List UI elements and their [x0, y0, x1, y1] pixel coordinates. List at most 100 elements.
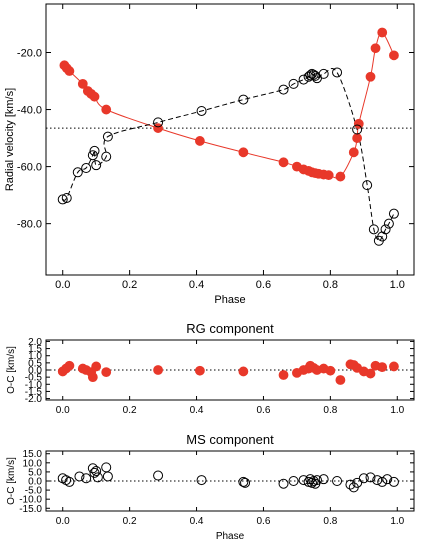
x-tick-label: 0.4 [190, 516, 204, 527]
y-tick-label: 2.0 [28, 337, 42, 348]
x-tick-label: 0.6 [257, 516, 271, 527]
data-point-rg [238, 366, 249, 377]
data-point-rg [353, 118, 364, 129]
x-tick-label: 0.4 [189, 279, 204, 291]
data-point-ms [101, 462, 112, 473]
data-point-ms [91, 466, 102, 476]
x-tick-label: 0.2 [123, 516, 137, 527]
data-point-rg [278, 157, 289, 168]
y-tick-label: -40.0 [17, 104, 42, 116]
data-point-ms [89, 145, 100, 156]
y-tick-label: 0.0 [28, 477, 42, 488]
y-tick-label: -0.5 [25, 373, 43, 384]
data-point-ms [298, 74, 309, 85]
x-tick-label: 0.6 [256, 279, 271, 291]
y-tick-label: 0.0 [28, 366, 42, 377]
x-tick-label: 1.0 [390, 405, 404, 416]
data-point-ms [196, 105, 207, 116]
y-tick-label: -20.0 [17, 47, 42, 59]
data-point-ms [81, 163, 92, 174]
data-point-ms [72, 167, 83, 178]
x-tick-label: 0.2 [123, 405, 137, 416]
y-tick-label: -60.0 [17, 161, 42, 173]
x-axis-label: Phase [216, 531, 245, 542]
data-point-rg [325, 365, 336, 376]
y-tick-label: -2.0 [25, 394, 43, 405]
y-tick-label: 10.0 [23, 458, 43, 469]
y-tick-label: 0.5 [28, 358, 42, 369]
data-point-ms [74, 471, 85, 482]
data-point-ms [81, 473, 92, 484]
data-point-ms [382, 474, 393, 485]
data-point-ms [388, 208, 399, 219]
x-tick-label: 0.0 [56, 405, 70, 416]
data-point-ms [365, 472, 376, 483]
data-point-rg [153, 123, 163, 133]
panel-title: MS component [186, 432, 274, 447]
data-point-ms [318, 474, 329, 485]
data-point-ms [368, 224, 379, 235]
data-point-rg [370, 43, 381, 54]
x-tick-label: 1.0 [390, 516, 404, 527]
data-point-ms [332, 476, 343, 486]
data-point-ms [362, 180, 373, 191]
data-point-ms [305, 70, 316, 81]
x-tick-label: 0.8 [323, 405, 337, 416]
data-point-ms [377, 476, 388, 487]
data-point-rg [365, 368, 376, 379]
data-point-rg [64, 360, 75, 371]
data-point-ms [288, 78, 299, 89]
y-tick-label: 15.0 [23, 449, 43, 460]
y-axis-label: Radial velocity [km/s] [4, 88, 16, 191]
x-axis-label: Phase [214, 294, 245, 306]
data-point-rg [194, 136, 205, 146]
data-point-ms [308, 69, 319, 80]
model-curve-series-1 [62, 68, 395, 242]
data-point-ms [352, 477, 363, 488]
data-point-rg [238, 147, 249, 158]
y-tick-label: -10.0 [19, 495, 42, 506]
data-point-ms [61, 192, 72, 203]
data-point-ms [238, 476, 249, 487]
data-point-rg [365, 71, 376, 82]
data-point-rg [101, 104, 112, 115]
data-point-ms [57, 194, 68, 205]
x-tick-label: 0.2 [122, 279, 137, 291]
y-axis-label: O-C [km/s] [6, 346, 17, 394]
data-point-rg [352, 133, 363, 143]
data-point-rg [77, 78, 88, 89]
x-tick-label: 0.8 [323, 279, 338, 291]
data-point-rg [101, 367, 112, 378]
data-point-ms [102, 471, 113, 482]
data-point-rg [153, 365, 163, 375]
data-point-rg [335, 171, 346, 182]
data-point-ms [332, 67, 343, 78]
data-point-ms [345, 479, 356, 490]
data-point-ms [238, 94, 249, 105]
x-tick-label: 0.0 [56, 516, 70, 527]
data-point-ms [153, 117, 164, 128]
data-point-rg [335, 375, 346, 385]
x-tick-label: 0.8 [323, 516, 337, 527]
data-point-ms [383, 218, 394, 229]
x-tick-label: 0.6 [257, 405, 271, 416]
y-tick-label: -80.0 [17, 219, 42, 231]
data-point-ms [240, 477, 251, 488]
data-point-rg [87, 372, 98, 383]
y-tick-label: 1.5 [28, 344, 42, 355]
x-tick-label: 1.0 [390, 279, 405, 291]
data-point-rg [64, 66, 75, 76]
data-point-rg [278, 370, 289, 380]
x-tick-label: 0.0 [55, 279, 70, 291]
data-point-rg [389, 50, 399, 61]
y-tick-label: -5.0 [25, 486, 43, 497]
model-curve-series-0 [64, 31, 395, 179]
y-axis-label: O-C [km/s] [6, 457, 17, 505]
data-point-ms [278, 84, 289, 95]
data-point-rg [89, 91, 100, 102]
data-point-rg [91, 361, 102, 372]
plot-frame [45, 3, 415, 276]
y-tick-label: 1.0 [28, 351, 42, 362]
y-tick-label: -15.0 [19, 504, 42, 515]
